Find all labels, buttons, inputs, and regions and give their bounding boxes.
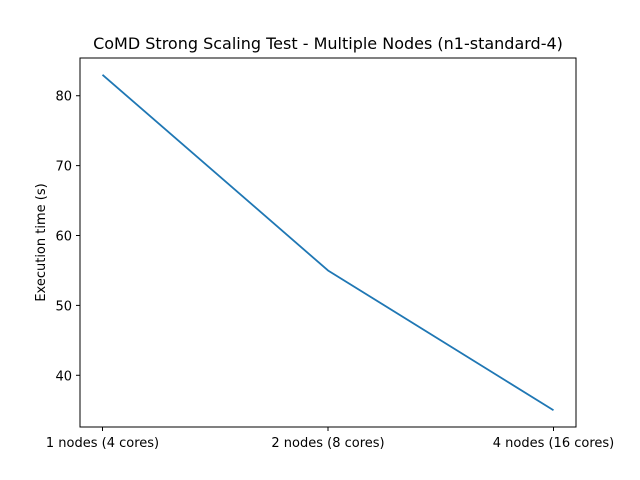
y-tick-label: 50 [55,299,72,314]
chart-title: CoMD Strong Scaling Test - Multiple Node… [93,34,563,53]
y-tick-label: 70 [55,160,72,175]
x-tick-label: 4 nodes (16 cores) [493,436,615,451]
x-tick-label: 1 nodes (4 cores) [46,436,159,451]
x-tick-label: 2 nodes (8 cores) [271,436,384,451]
y-tick-label: 60 [55,230,72,245]
y-tick-label: 40 [55,369,72,384]
y-tick-label: 80 [55,90,72,105]
y-axis: 40 50 60 70 80 [55,90,80,384]
x-axis: 1 nodes (4 cores) 2 nodes (8 cores) 4 node… [46,427,614,451]
series-line [101,74,554,411]
y-axis-label: Execution time (s) [34,183,49,301]
plot-layer [101,74,554,411]
